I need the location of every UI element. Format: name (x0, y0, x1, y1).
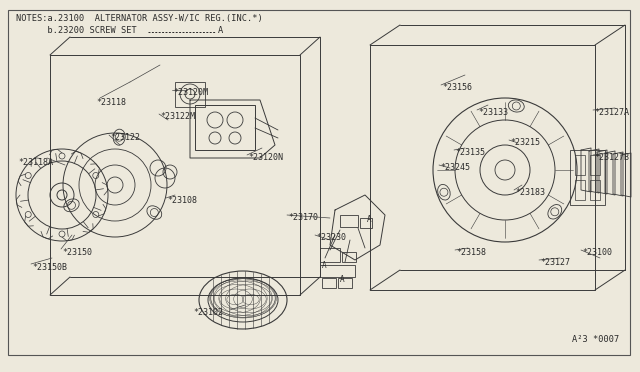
Bar (360, 218, 372, 228)
Text: *23122M: *23122M (160, 112, 195, 121)
Bar (575, 155, 585, 175)
Text: *23127: *23127 (540, 258, 570, 267)
Text: *23102: *23102 (193, 308, 223, 317)
Text: *23170: *23170 (288, 213, 318, 222)
Text: *23230: *23230 (316, 233, 346, 242)
Text: *23158: *23158 (456, 248, 486, 257)
Text: *23135: *23135 (455, 148, 485, 157)
Text: *23118: *23118 (96, 98, 126, 107)
Bar (320, 265, 355, 277)
Text: *23120M: *23120M (173, 88, 208, 97)
Text: A²3 *0007: A²3 *0007 (572, 335, 620, 344)
Text: NOTES:a.23100  ALTERNATOR ASSY-W/IC REG.(INC.*): NOTES:a.23100 ALTERNATOR ASSY-W/IC REG.(… (16, 14, 263, 23)
Text: *23150B: *23150B (32, 263, 67, 272)
Bar (590, 155, 600, 175)
Text: *23120N: *23120N (248, 153, 283, 162)
Bar (195, 105, 255, 150)
Text: A: A (367, 215, 372, 224)
Text: *23183: *23183 (515, 188, 545, 197)
Text: *23108: *23108 (167, 196, 197, 205)
Text: *23100: *23100 (582, 248, 612, 257)
Text: A: A (322, 261, 326, 270)
Text: *23156: *23156 (442, 83, 472, 92)
Text: *23127B: *23127B (594, 153, 629, 162)
Bar (322, 278, 336, 288)
Bar (570, 150, 605, 205)
Text: *23133: *23133 (478, 108, 508, 117)
Text: b.23200 SCREW SET: b.23200 SCREW SET (16, 26, 137, 35)
Bar (342, 252, 356, 262)
Text: *23127A: *23127A (594, 108, 629, 117)
Text: *23118A: *23118A (18, 158, 53, 167)
Text: *23215: *23215 (510, 138, 540, 147)
Text: *23122: *23122 (110, 133, 140, 142)
Bar (340, 215, 358, 227)
Bar (338, 278, 352, 288)
Bar (320, 248, 340, 262)
Text: *23245: *23245 (440, 163, 470, 172)
Text: A: A (218, 26, 223, 35)
Text: A: A (340, 275, 344, 284)
Bar (590, 180, 600, 200)
Bar (175, 82, 205, 107)
Text: *23150: *23150 (62, 248, 92, 257)
Bar (575, 180, 585, 200)
